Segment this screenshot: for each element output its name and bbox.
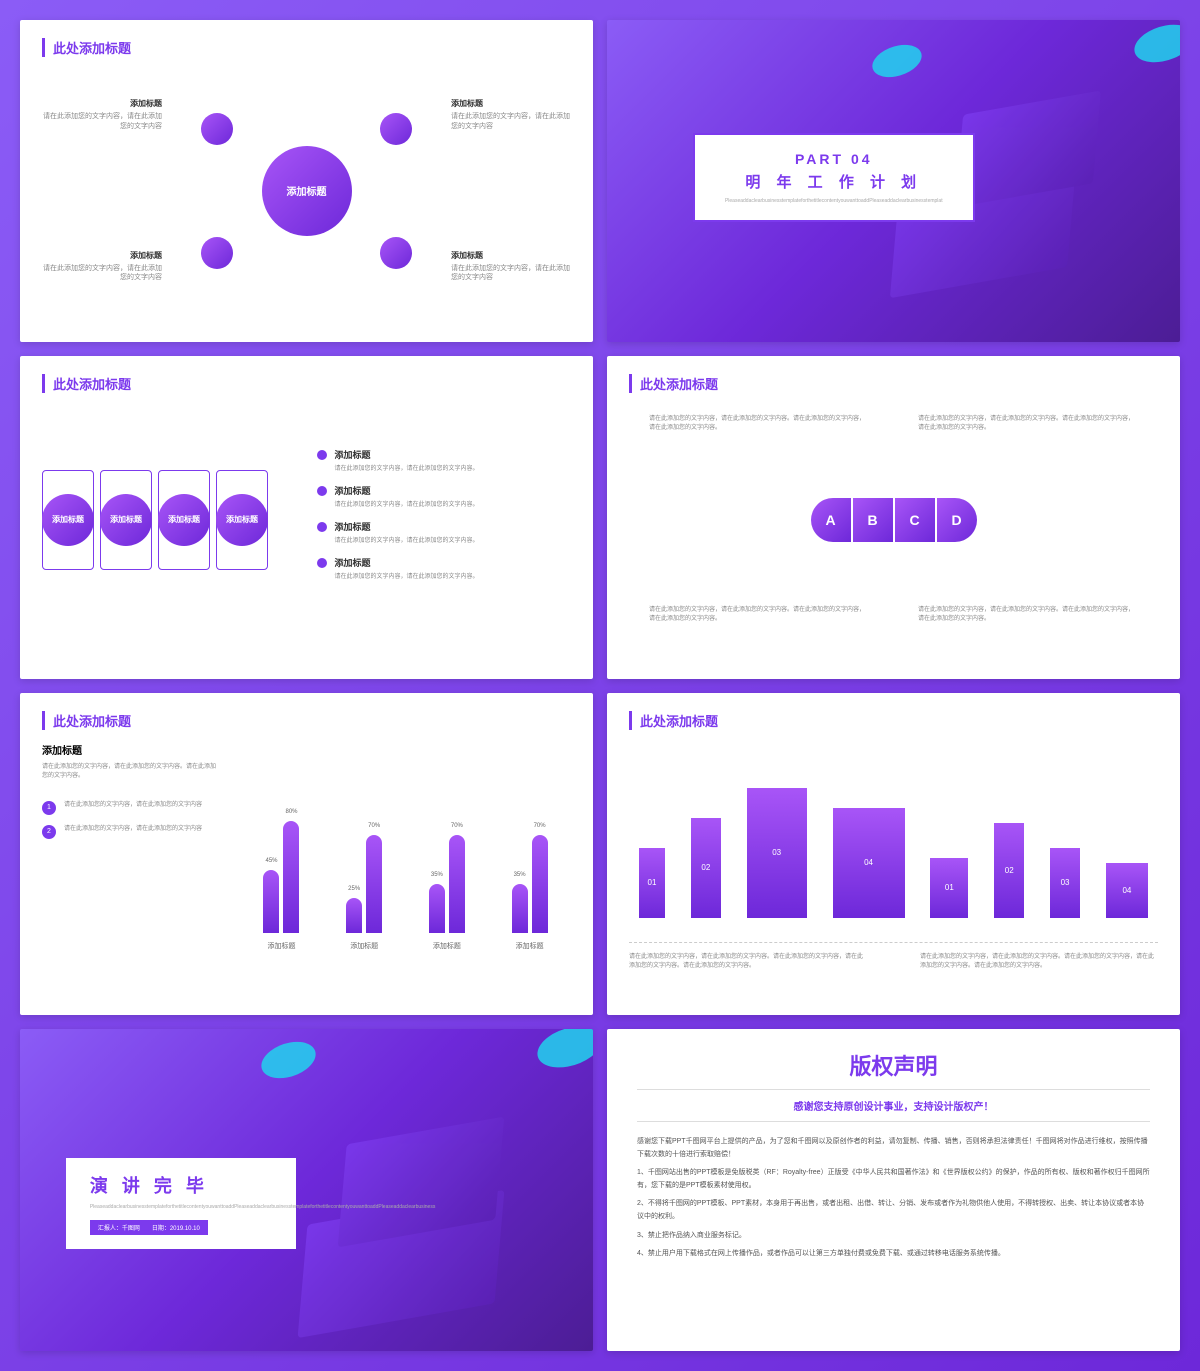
slide-title: 此处添加标题 xyxy=(629,374,1158,393)
slide-4: 此处添加标题 请在此添加您的文字内容，请在此添加您的文字内容。请在此添加您的文字… xyxy=(607,356,1180,678)
slide-6: 此处添加标题 0102030401020304 请在此添加您的文字内容，请在此添… xyxy=(607,693,1180,1015)
bar: 01 xyxy=(930,858,968,918)
bullet-num: 2 xyxy=(42,825,56,839)
item-bl: 添加标题请在此添加您的文字内容，请在此添加您的文字内容 xyxy=(42,250,162,284)
copyright-sub: 感谢您支持原创设计事业，支持设计版权产！ xyxy=(637,1089,1150,1122)
slide-title: 此处添加标题 xyxy=(42,374,571,393)
bar-chart: 0102030401020304 xyxy=(629,742,1158,928)
section-card: PART 04 明 年 工 作 计 划 Pleaseaddaclearbusin… xyxy=(693,133,975,222)
copyright-item: 1、千图网站出售的PPT模板是免版税类（RF：Royalty-free）正版受《… xyxy=(637,1167,1150,1192)
small-circle-bl xyxy=(201,237,233,269)
bar-group: 35%70% 添加标题 xyxy=(429,793,465,951)
bar: 04 xyxy=(1106,863,1148,918)
list-item: 添加标题请在此添加您的文字内容，请在此添加您的文字内容。 xyxy=(317,556,572,580)
bar: 02 xyxy=(994,823,1024,918)
bar: 70% xyxy=(366,835,382,933)
bar: 70% xyxy=(532,835,548,933)
slide-7: 演讲完毕 Pleaseaddaclearbusinesstemplatefort… xyxy=(20,1029,593,1351)
end-footer: 汇报人：千图网 日期：2019.10.10 xyxy=(90,1220,208,1235)
bar: 03 xyxy=(747,788,807,918)
bar: 25% xyxy=(346,898,362,933)
pill: D xyxy=(937,498,977,542)
copyright-p: 感谢您下载PPT千图网平台上提供的产品，为了您和千图网以及原创作者的利益，请勿复… xyxy=(637,1136,1150,1161)
bar-group: 45%80% 添加标题 xyxy=(263,793,299,951)
end-desc: Pleaseaddaclearbusinesstemplateforthetit… xyxy=(90,1204,272,1211)
item-br: 添加标题请在此添加您的文字内容，请在此添加您的文字内容 xyxy=(451,250,571,284)
bar-label: 添加标题 xyxy=(433,941,461,951)
pill: C xyxy=(895,498,935,542)
copyright-item: 3、禁止把作品纳入商业服务标记。 xyxy=(637,1230,1150,1243)
slide-5: 此处添加标题 添加标题 请在此添加您的文字内容，请在此添加您的文字内容。请在此添… xyxy=(20,693,593,1015)
bar: 35% xyxy=(429,884,445,933)
process-node: 添加标题 xyxy=(100,494,152,546)
list-item: 添加标题请在此添加您的文字内容，请在此添加您的文字内容。 xyxy=(317,484,572,508)
slide-3: 此处添加标题 添加标题 添加标题 添加标题 添加标题 添加标题请在此添加您的文字… xyxy=(20,356,593,678)
bar-group: 35%70% 添加标题 xyxy=(512,793,548,951)
process-diagram: 添加标题 添加标题 添加标题 添加标题 xyxy=(42,450,297,590)
slide-title: 此处添加标题 xyxy=(42,38,571,57)
sub-desc: 请在此添加您的文字内容，请在此添加您的文字内容。请在此添加您的文字内容。 xyxy=(42,763,220,781)
slide-title: 此处添加标题 xyxy=(629,711,1158,730)
bar-label: 添加标题 xyxy=(516,941,544,951)
center-circle: 添加标题 xyxy=(262,146,352,236)
bullet-item: 1请在此添加您的文字内容，请在此添加您的文字内容 xyxy=(42,801,220,815)
process-node: 添加标题 xyxy=(158,494,210,546)
bar-group: 25%70% 添加标题 xyxy=(346,793,382,951)
desc-text: 请在此添加您的文字内容，请在此添加您的文字内容。请在此添加您的文字内容，请在此添… xyxy=(649,606,869,624)
bar-label: 添加标题 xyxy=(267,941,295,951)
part-label: PART 04 xyxy=(725,151,943,167)
end-card: 演讲完毕 Pleaseaddaclearbusinesstemplatefort… xyxy=(66,1158,296,1250)
list-item: 添加标题请在此添加您的文字内容，请在此添加您的文字内容。 xyxy=(317,448,572,472)
bar: 80% xyxy=(283,821,299,933)
bullet-icon xyxy=(317,522,327,532)
list-item: 添加标题请在此添加您的文字内容，请在此添加您的文字内容。 xyxy=(317,520,572,544)
copyright-item: 2、不得将千图网的PPT模板、PPT素材，本身用于再出售，或者出租、出借、转让、… xyxy=(637,1198,1150,1223)
desc-text: 请在此添加您的文字内容，请在此添加您的文字内容。请在此添加您的文字内容，请在此添… xyxy=(918,606,1138,624)
bar: 02 xyxy=(691,818,721,918)
desc-text: 请在此添加您的文字内容，请在此添加您的文字内容。请在此添加您的文字内容，请在此添… xyxy=(918,415,1138,433)
slide-8: 版权声明 感谢您支持原创设计事业，支持设计版权产！ 感谢您下载PPT千图网平台上… xyxy=(607,1029,1180,1351)
bar: 35% xyxy=(512,884,528,933)
bar: 03 xyxy=(1050,848,1080,918)
bar: 01 xyxy=(639,848,665,918)
section-title: 明 年 工 作 计 划 xyxy=(725,171,943,192)
small-circle-tl xyxy=(201,113,233,145)
bullet-num: 1 xyxy=(42,801,56,815)
section-sub: Pleaseaddaclearbusinesstemplateforthetit… xyxy=(725,198,943,204)
copyright-item: 4、禁止用户用下载格式在网上传播作品，或者作品可以让第三方单独付费或免费下载、或… xyxy=(637,1248,1150,1261)
item-tl: 添加标题请在此添加您的文字内容，请在此添加您的文字内容 xyxy=(42,98,162,132)
process-node: 添加标题 xyxy=(216,494,268,546)
bar: 04 xyxy=(833,808,905,918)
bar-label: 添加标题 xyxy=(350,941,378,951)
desc-text: 请在此添加您的文字内容，请在此添加您的文字内容。请在此添加您的文字内容，请在此添… xyxy=(920,953,1158,971)
slide-title: 此处添加标题 xyxy=(42,711,571,730)
item-tr: 添加标题请在此添加您的文字内容，请在此添加您的文字内容 xyxy=(451,98,571,132)
small-circle-br xyxy=(380,237,412,269)
small-circle-tr xyxy=(380,113,412,145)
bullet-icon xyxy=(317,450,327,460)
pill: B xyxy=(853,498,893,542)
pill-row: ABCD xyxy=(649,498,1138,542)
desc-text: 请在此添加您的文字内容，请在此添加您的文字内容。请在此添加您的文字内容，请在此添… xyxy=(649,415,869,433)
sub-title: 添加标题 xyxy=(42,742,220,757)
copyright-title: 版权声明 xyxy=(637,1049,1150,1081)
slide-2: PART 04 明 年 工 作 计 划 Pleaseaddaclearbusin… xyxy=(607,20,1180,342)
bullet-icon xyxy=(317,558,327,568)
slide-1: 此处添加标题 添加标题 添加标题请在此添加您的文字内容，请在此添加您的文字内容 … xyxy=(20,20,593,342)
bar: 70% xyxy=(449,835,465,933)
process-node: 添加标题 xyxy=(42,494,94,546)
pill: A xyxy=(811,498,851,542)
slide-grid: 此处添加标题 添加标题 添加标题请在此添加您的文字内容，请在此添加您的文字内容 … xyxy=(20,20,1180,1351)
bar-chart: 45%80%添加标题25%70%添加标题35%70%添加标题35%70%添加标题 xyxy=(240,742,571,971)
bullet-icon xyxy=(317,486,327,496)
end-title: 演讲完毕 xyxy=(90,1172,272,1198)
bar: 45% xyxy=(263,870,279,933)
bullet-item: 2请在此添加您的文字内容，请在此添加您的文字内容 xyxy=(42,825,220,839)
desc-text: 请在此添加您的文字内容，请在此添加您的文字内容。请在此添加您的文字内容，请在此添… xyxy=(629,953,867,971)
